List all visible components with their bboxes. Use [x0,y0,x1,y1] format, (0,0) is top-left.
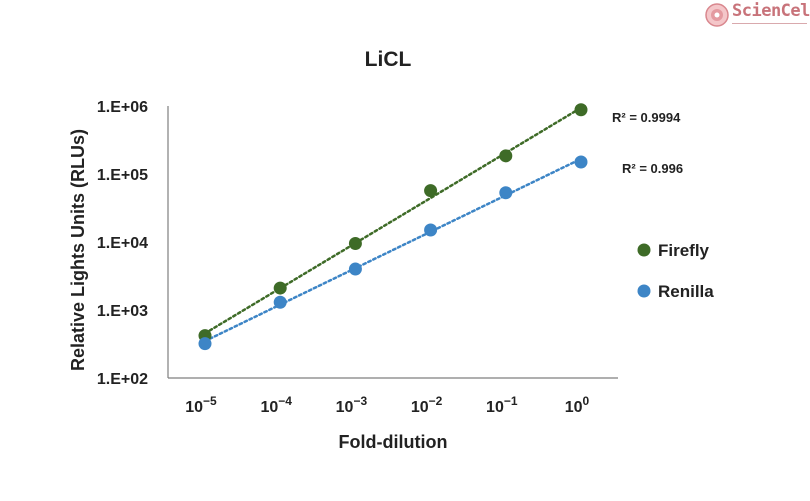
x-axis-label: Fold-dilution [339,432,448,452]
y-tick-labels: 1.E+02 1.E+03 1.E+04 1.E+05 1.E+06 [97,99,148,388]
legend-label-renilla: Renilla [658,282,714,301]
point-renilla [424,223,438,237]
point-firefly [574,103,588,117]
y-tick-label: 1.E+03 [97,303,148,320]
y-tick-label: 1.E+05 [97,167,148,184]
x-tick-label: 10−1 [486,394,518,416]
r2-label-renilla: R² = 0.996 [622,161,683,176]
trendlines [203,106,583,343]
trendline-renilla [203,157,583,343]
r-squared-labels: R² = 0.9994 R² = 0.996 [612,110,683,176]
x-tick-label: 10−5 [185,394,217,416]
legend-marker-firefly [637,243,651,257]
logo-emblem-icon [705,3,729,27]
point-firefly [348,237,362,251]
point-firefly [273,281,287,295]
data-points [198,103,588,351]
r2-label-firefly: R² = 0.9994 [612,110,681,125]
sciencell-logo: ScienCell [703,1,810,32]
point-renilla [273,295,287,309]
legend-marker-renilla [637,284,651,298]
point-firefly [424,184,438,198]
legend: Firefly Renilla [637,241,714,301]
chart-title: LiCL [365,48,412,71]
y-axis-label: Relative Lights Units (RLUs) [68,129,88,371]
legend-label-firefly: Firefly [658,241,710,260]
trendline-firefly [203,106,583,335]
x-tick-label: 100 [565,394,590,416]
point-renilla [574,155,588,169]
point-firefly [499,149,513,163]
point-renilla [499,186,513,200]
y-tick-label: 1.E+06 [97,99,148,116]
point-renilla [348,262,362,276]
y-tick-label: 1.E+04 [97,235,148,252]
x-tick-labels: 10−5 10−4 10−3 10−2 10−1 100 [185,394,589,416]
x-tick-label: 10−3 [336,394,368,416]
logo-underline [732,23,807,24]
x-tick-label: 10−2 [411,394,443,416]
plot-axes [167,106,618,379]
y-tick-label: 1.E+02 [97,371,148,388]
point-renilla [198,337,212,351]
logo-text: ScienCell [732,1,810,21]
x-tick-label: 10−4 [260,394,292,416]
